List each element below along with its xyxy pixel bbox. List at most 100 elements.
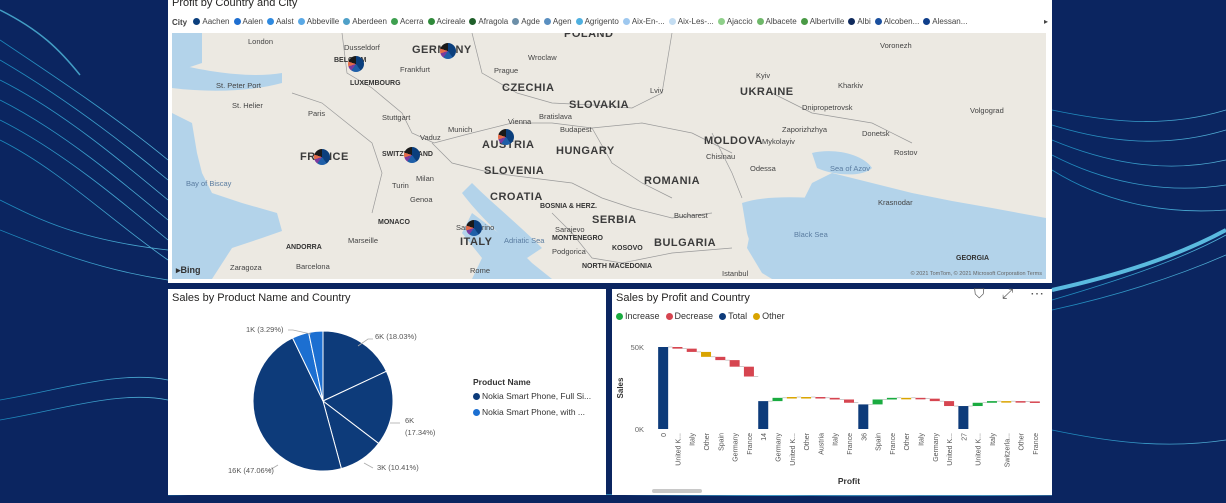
waterfall-bar[interactable] <box>944 401 955 407</box>
city-legend-item[interactable]: Albertville <box>800 17 844 26</box>
map-pie-marker[interactable] <box>440 43 456 59</box>
x-axis-label: Profit <box>838 476 860 486</box>
sea-label: Black Sea <box>794 230 828 239</box>
city-legend-text: Albi <box>857 17 871 26</box>
city-legend-item[interactable]: Aberdeen <box>343 17 387 26</box>
city-label: St. Peter Port <box>216 81 262 90</box>
waterfall-bar[interactable] <box>758 401 769 429</box>
city-legend[interactable]: City Aachen Aalen Aalst Abbeville Aberdeen Ac… <box>172 17 1048 29</box>
city-label: Kyiv <box>756 71 771 80</box>
city-legend-item[interactable]: Alessan... <box>923 17 967 26</box>
waterfall-bar[interactable] <box>872 399 883 405</box>
map-canvas[interactable]: POLANDGERMANYBELGIUMCZECHIASLOVAKIAUKRAI… <box>172 33 1046 279</box>
city-legend-item[interactable]: Agen <box>543 17 572 26</box>
pie-visual[interactable]: Sales by Product Name and Country 6K (18… <box>168 289 606 495</box>
waterfall-bar[interactable] <box>843 399 855 403</box>
city-legend-item[interactable]: Acerra <box>390 17 424 26</box>
city-legend-item[interactable]: Aix-Les-... <box>668 17 714 26</box>
map-pie-marker[interactable] <box>466 220 482 236</box>
waterfall-visual[interactable]: Sales by Profit and Country ⛉ ⤢ ⋯ Increa… <box>612 285 1052 495</box>
city-label: Munich <box>448 125 473 134</box>
city-label: Bucharest <box>674 211 708 220</box>
horizontal-scrollbar[interactable] <box>652 489 702 493</box>
waterfall-legend-item[interactable]: Increase <box>616 311 660 321</box>
product-legend-item[interactable]: Nokia Smart Phone, Full Si... <box>473 391 591 401</box>
waterfall-bar[interactable] <box>772 397 783 402</box>
city-legend-item[interactable]: Afragola <box>469 17 508 26</box>
city-legend-item[interactable]: Aalen <box>233 17 263 26</box>
city-legend-item[interactable]: Agde <box>512 17 540 26</box>
country-label: HUNGARY <box>556 145 615 157</box>
focus-mode-icon[interactable]: ⤢ <box>1002 285 1014 301</box>
waterfall-bar[interactable] <box>829 397 840 400</box>
x-tick-label: 0 <box>661 433 668 437</box>
waterfall-bar[interactable] <box>1001 401 1012 403</box>
waterfall-bar[interactable] <box>686 348 697 352</box>
pie-slice[interactable] <box>322 330 388 402</box>
city-label: St. Helier <box>232 101 263 110</box>
city-label: Sarajevo <box>555 225 585 234</box>
map-pie-marker[interactable] <box>498 129 514 145</box>
waterfall-bar[interactable] <box>672 347 683 349</box>
pie-slice[interactable] <box>252 337 342 472</box>
legend-dot-icon <box>266 18 274 25</box>
city-legend-item[interactable]: Abbeville <box>297 17 339 26</box>
waterfall-bar[interactable] <box>958 406 969 429</box>
pie-chart[interactable]: 6K (18.03%) 6K (17.34%) 3K (10.41%) 16K (47.… <box>168 293 468 493</box>
pie-slice[interactable] <box>322 370 394 445</box>
waterfall-chart[interactable]: 50K 0K Sales 0 United K... Italy Other Spain Ger… <box>612 319 1052 499</box>
waterfall-bar[interactable] <box>786 397 797 399</box>
waterfall-legend-item[interactable]: Other <box>753 311 785 321</box>
product-legend[interactable]: Product Name Nokia Smart Phone, Full Si.… <box>473 377 595 423</box>
waterfall-bar[interactable] <box>715 356 726 361</box>
waterfall-bar[interactable] <box>972 402 983 407</box>
city-legend-item[interactable]: Ajaccio <box>717 17 753 26</box>
city-legend-item[interactable]: Aachen <box>193 17 230 26</box>
waterfall-bar[interactable] <box>915 397 926 400</box>
city-legend-item[interactable]: Albacete <box>756 17 797 26</box>
pie-slice[interactable] <box>308 330 324 402</box>
city-legend-item[interactable]: Agrigento <box>575 17 619 26</box>
waterfall-legend-item[interactable]: Decrease <box>665 311 713 321</box>
map-visual[interactable]: Profit by Country and City City Aachen Aa… <box>168 0 1052 283</box>
map-copyright[interactable]: © 2021 TomTom, © 2021 Microsoft Corporat… <box>910 271 1042 277</box>
legend-dot-icon <box>756 18 764 25</box>
waterfall-bar[interactable] <box>801 397 812 399</box>
waterfall-bar[interactable] <box>886 397 897 400</box>
map-pie-marker[interactable] <box>404 147 420 163</box>
product-legend-text: Nokia Smart Phone, with ... <box>482 407 585 417</box>
x-tick-label: Italy <box>918 433 925 446</box>
city-legend-item[interactable]: Aix-En-... <box>622 17 665 26</box>
waterfall-bar[interactable] <box>929 398 940 402</box>
waterfall-bar[interactable] <box>815 397 826 399</box>
waterfall-bar[interactable] <box>901 397 912 400</box>
waterfall-bar[interactable] <box>743 366 754 377</box>
city-legend-item[interactable]: Acireale <box>427 17 465 26</box>
waterfall-title: Sales by Profit and Country <box>616 292 750 304</box>
country-label: UKRAINE <box>740 86 794 98</box>
city-label: Frankfurt <box>400 65 431 74</box>
waterfall-bar[interactable] <box>1029 401 1040 403</box>
waterfall-bar[interactable] <box>858 404 869 429</box>
filter-icon[interactable]: ⛉ <box>974 285 985 301</box>
city-legend-item[interactable]: Alcoben... <box>874 17 919 26</box>
x-tick-label: Germany <box>733 433 740 462</box>
city-label: Mykolayiv <box>762 137 795 146</box>
city-legend-item[interactable]: Aalst <box>266 17 294 26</box>
map-pie-marker[interactable] <box>314 149 330 165</box>
waterfall-legend-item[interactable]: Total <box>719 311 747 321</box>
waterfall-bar[interactable] <box>658 347 669 429</box>
waterfall-bar[interactable] <box>729 360 740 367</box>
product-legend-item[interactable]: Nokia Smart Phone, with ... <box>473 407 591 417</box>
city-legend-item[interactable]: Albi <box>848 17 871 26</box>
x-tick-label: United K... <box>675 433 682 466</box>
waterfall-legend[interactable]: Increase Decrease Total Other <box>616 311 791 322</box>
more-options-icon[interactable]: ⋯ <box>1030 285 1044 301</box>
waterfall-bar[interactable] <box>701 351 712 357</box>
country-label: CROATIA <box>490 191 543 203</box>
legend-next-icon[interactable]: ▸ <box>1043 17 1048 26</box>
waterfall-bar[interactable] <box>986 401 997 403</box>
waterfall-bar[interactable] <box>1015 401 1026 403</box>
map-pie-marker[interactable] <box>348 56 364 72</box>
country-label: SLOVENIA <box>484 165 545 177</box>
